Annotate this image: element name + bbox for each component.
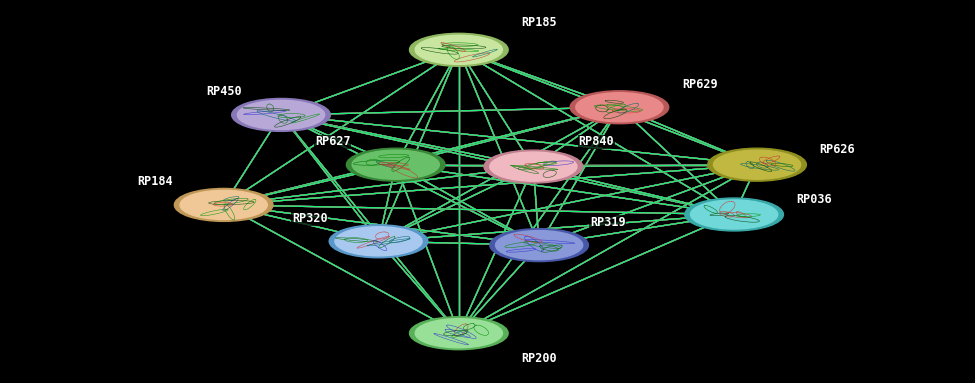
Circle shape (335, 227, 422, 256)
Circle shape (690, 200, 778, 229)
Text: RP184: RP184 (137, 175, 173, 188)
Circle shape (410, 33, 508, 66)
Text: RP200: RP200 (522, 352, 557, 365)
Circle shape (570, 91, 669, 124)
Circle shape (346, 148, 445, 181)
Circle shape (232, 98, 331, 131)
Text: RP185: RP185 (522, 16, 557, 29)
Text: RP319: RP319 (590, 216, 626, 229)
Circle shape (684, 198, 784, 231)
Circle shape (708, 148, 806, 181)
Circle shape (484, 150, 583, 183)
Text: RP629: RP629 (682, 78, 718, 91)
Circle shape (238, 100, 325, 129)
Circle shape (175, 188, 273, 221)
Text: RP626: RP626 (820, 143, 855, 156)
Text: RP627: RP627 (315, 135, 350, 148)
Circle shape (714, 150, 800, 179)
Text: RP036: RP036 (797, 193, 833, 206)
Circle shape (180, 190, 267, 219)
Circle shape (495, 231, 583, 260)
Circle shape (415, 319, 502, 348)
Circle shape (352, 150, 440, 179)
Circle shape (489, 229, 589, 262)
Text: RP840: RP840 (578, 135, 614, 148)
Circle shape (576, 93, 663, 122)
Circle shape (410, 317, 508, 350)
Circle shape (415, 35, 502, 64)
Text: RP320: RP320 (292, 212, 328, 225)
Text: RP450: RP450 (206, 85, 242, 98)
Circle shape (330, 225, 428, 258)
Circle shape (489, 152, 577, 181)
